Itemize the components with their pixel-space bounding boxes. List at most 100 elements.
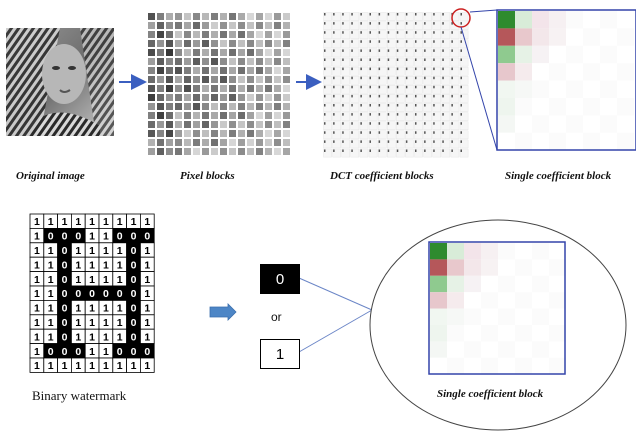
dct-dc-dot xyxy=(387,149,390,152)
dct-dc-dot xyxy=(378,85,381,89)
dct-dc-dot xyxy=(460,94,462,98)
watermark-bit: 1 xyxy=(34,331,40,343)
dct-block xyxy=(332,130,341,140)
dct-block xyxy=(377,94,387,103)
dct-block xyxy=(341,66,351,76)
dct-dc-dot xyxy=(433,58,435,61)
dct-block xyxy=(396,103,405,112)
pixel-block xyxy=(175,67,182,74)
coef-cell xyxy=(515,308,532,325)
dct-dc-dot xyxy=(387,58,390,61)
dct-dc-dot xyxy=(415,94,417,98)
dct-dc-dot xyxy=(324,40,326,43)
dct-block xyxy=(350,148,360,158)
pixel-block xyxy=(211,85,218,92)
dct-block xyxy=(405,85,414,94)
dct-dc-dot xyxy=(369,85,371,89)
dct-dc-dot xyxy=(360,13,362,16)
pixel-block xyxy=(148,148,155,155)
dct-dc-dot xyxy=(405,31,408,34)
coef-cell xyxy=(447,341,464,358)
dct-block xyxy=(387,39,396,49)
dct-dc-dot xyxy=(369,76,371,80)
pixel-block xyxy=(256,112,263,119)
coef-cell xyxy=(549,63,566,81)
watermark-bit: 1 xyxy=(89,216,95,228)
pixel-block xyxy=(202,40,209,47)
watermark-bit: 0 xyxy=(62,317,68,329)
dct-dc-dot xyxy=(460,40,462,43)
coef-cell xyxy=(583,80,600,98)
dct-dc-dot xyxy=(351,104,353,107)
dct-block xyxy=(368,66,378,76)
dct-block xyxy=(377,21,387,30)
watermark-bit: 1 xyxy=(103,231,109,243)
watermark-bit: 1 xyxy=(34,216,40,228)
dct-dc-dot xyxy=(460,122,462,125)
dct-block xyxy=(414,12,423,21)
dct-block xyxy=(368,112,378,121)
dct-dc-dot xyxy=(451,122,453,125)
dct-dc-dot xyxy=(342,149,344,152)
dct-block xyxy=(368,94,378,103)
dct-block xyxy=(350,75,360,85)
dct-dc-dot xyxy=(415,85,417,89)
dct-dc-dot xyxy=(360,22,362,25)
pixel-block xyxy=(166,49,173,56)
dct-dc-dot xyxy=(360,76,362,80)
dct-block xyxy=(423,103,432,112)
dct-block xyxy=(459,148,469,158)
dct-block xyxy=(377,103,387,112)
dct-dc-dot xyxy=(451,140,453,143)
dct-dc-dot xyxy=(405,58,408,61)
pixel-block xyxy=(175,58,182,65)
dct-block xyxy=(405,30,414,40)
dct-dc-dot xyxy=(460,131,462,134)
pixel-block xyxy=(184,67,191,74)
pixel-block xyxy=(193,85,200,92)
pixel-block xyxy=(202,49,209,56)
pixel-block xyxy=(211,13,218,20)
dct-dc-dot xyxy=(451,113,453,116)
watermark-bit: 1 xyxy=(144,245,150,257)
dct-block xyxy=(405,121,414,130)
watermark-bit: 1 xyxy=(103,303,109,315)
dct-dc-dot xyxy=(387,76,390,80)
dct-block xyxy=(332,121,341,130)
pixel-block xyxy=(202,67,209,74)
watermark-bit: 1 xyxy=(48,245,54,257)
watermark-bit: 0 xyxy=(131,331,137,343)
pixel-block xyxy=(175,103,182,110)
dct-dc-dot xyxy=(415,76,417,80)
pixel-block xyxy=(184,13,191,20)
dct-block xyxy=(405,21,414,30)
pixel-block xyxy=(157,76,164,83)
pixel-block xyxy=(265,67,272,74)
dct-dc-dot xyxy=(387,85,390,89)
watermark-bit: 1 xyxy=(48,288,54,300)
pixel-block xyxy=(247,121,254,128)
pixel-block xyxy=(157,58,164,65)
dct-block xyxy=(341,139,351,149)
dct-dc-dot xyxy=(378,49,381,52)
dct-block xyxy=(350,103,360,112)
watermark-bit: 1 xyxy=(48,303,54,315)
dct-block xyxy=(459,121,469,130)
coef-cell xyxy=(549,80,566,98)
dct-block xyxy=(359,94,369,103)
coef-cell xyxy=(600,11,617,29)
dct-block xyxy=(350,39,360,49)
pixel-block xyxy=(202,121,209,128)
dct-block xyxy=(459,112,469,121)
watermark-bit: 1 xyxy=(144,331,150,343)
pixel-block xyxy=(274,121,281,128)
dct-block xyxy=(359,12,369,21)
pixel-block xyxy=(265,22,272,29)
dct-dc-dot xyxy=(342,140,344,143)
pixel-block xyxy=(229,85,236,92)
dct-dc-dot xyxy=(415,22,417,25)
dct-dc-dot xyxy=(324,13,326,16)
coef-cell xyxy=(498,275,515,293)
dct-dc-dot xyxy=(360,49,362,52)
dct-block xyxy=(332,85,341,94)
